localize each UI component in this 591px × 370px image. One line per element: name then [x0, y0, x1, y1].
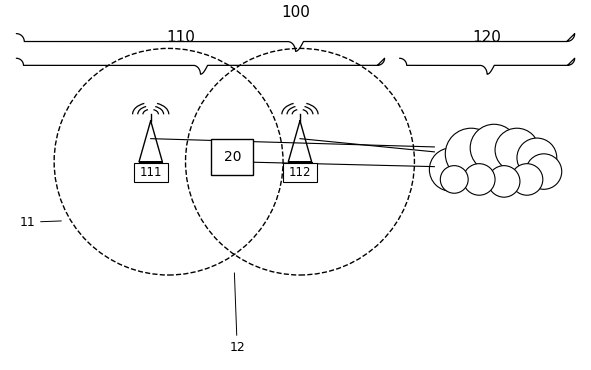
Text: 100: 100	[281, 5, 310, 20]
Circle shape	[526, 154, 561, 189]
Circle shape	[495, 128, 539, 172]
Text: 11: 11	[20, 216, 61, 229]
Circle shape	[511, 164, 543, 195]
Circle shape	[463, 164, 495, 195]
Circle shape	[440, 166, 468, 193]
Text: 111: 111	[139, 166, 162, 179]
FancyBboxPatch shape	[283, 163, 317, 182]
Text: 120: 120	[473, 30, 502, 46]
FancyBboxPatch shape	[134, 163, 168, 182]
Text: 112: 112	[289, 166, 311, 179]
Text: 12: 12	[229, 273, 245, 354]
Circle shape	[517, 138, 557, 178]
Text: 110: 110	[166, 30, 195, 46]
FancyBboxPatch shape	[212, 139, 253, 175]
Circle shape	[430, 148, 473, 191]
Circle shape	[445, 128, 497, 179]
Text: 20: 20	[223, 150, 241, 164]
Circle shape	[488, 166, 520, 197]
Circle shape	[470, 124, 518, 172]
